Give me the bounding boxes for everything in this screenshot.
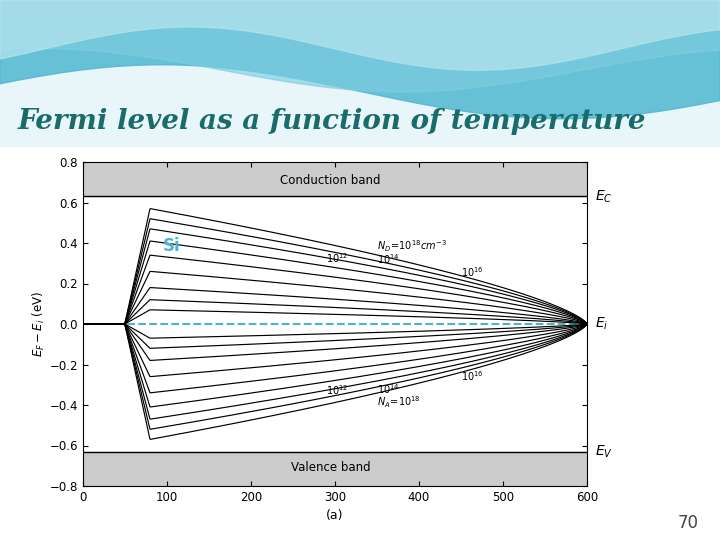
Text: $10^{14}$: $10^{14}$ (377, 252, 400, 266)
Text: $E_V$: $E_V$ (595, 443, 613, 460)
Bar (0, 0, 720, 146)
Text: Fermi level as a function of temperature: Fermi level as a function of temperature (18, 108, 647, 135)
Y-axis label: $E_F - E_i$ (eV): $E_F - E_i$ (eV) (30, 291, 47, 357)
Text: $10^{14}$: $10^{14}$ (377, 382, 400, 396)
Text: $10^{12}$: $10^{12}$ (326, 252, 348, 265)
Text: $N_D\!=\!10^{18}cm^{-3}$: $N_D\!=\!10^{18}cm^{-3}$ (377, 238, 447, 254)
Bar (83, 162, 587, 197)
Text: $E_C$: $E_C$ (595, 188, 613, 205)
Text: $10^{16}$: $10^{16}$ (461, 369, 484, 383)
Text: Conduction band: Conduction band (280, 174, 381, 187)
Text: $10^{16}$: $10^{16}$ (461, 265, 484, 279)
Text: $N_A\!=\!10^{18}$: $N_A\!=\!10^{18}$ (377, 394, 420, 410)
X-axis label: (a): (a) (326, 509, 343, 522)
Text: $E_i$: $E_i$ (595, 316, 608, 332)
Text: 70: 70 (678, 514, 698, 532)
Text: Valence band: Valence band (291, 461, 370, 474)
Text: $10^{12}$: $10^{12}$ (326, 383, 348, 396)
Bar (83, 451, 587, 486)
Text: Si: Si (163, 237, 180, 255)
